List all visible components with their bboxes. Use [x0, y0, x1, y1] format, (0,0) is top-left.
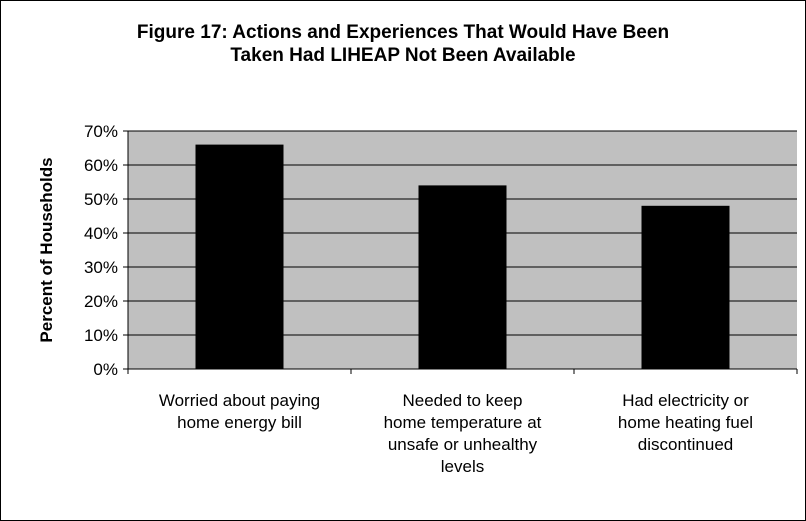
category-label: Had electricity or: [622, 391, 749, 410]
y-tick-label: 0%: [93, 360, 118, 379]
chart-title-line-1: Figure 17: Actions and Experiences That …: [136, 22, 670, 43]
category-label: levels: [441, 457, 484, 476]
category-label: home energy bill: [177, 413, 302, 432]
y-tick-label: 60%: [84, 156, 118, 175]
y-tick-label: 40%: [84, 224, 118, 243]
y-axis-label: Percent of Households: [37, 157, 56, 342]
chart-title: Figure 17: Actions and Experiences That …: [1, 21, 805, 67]
category-label: Needed to keep: [402, 391, 522, 410]
bar: [418, 185, 507, 369]
y-tick-label: 20%: [84, 292, 118, 311]
category-label: home heating fuel: [618, 413, 753, 432]
y-tick-label: 10%: [84, 326, 118, 345]
category-label: Worried about paying: [159, 391, 320, 410]
category-label: discontinued: [638, 435, 733, 454]
category-label: unsafe or unhealthy: [388, 435, 538, 454]
category-label: home temperature at: [384, 413, 542, 432]
chart-title-line-2: Taken Had LIHEAP Not Been Available: [230, 45, 576, 66]
y-tick-label: 50%: [84, 190, 118, 209]
y-tick-label: 30%: [84, 258, 118, 277]
y-tick-label: 70%: [84, 122, 118, 141]
bar: [195, 144, 284, 369]
bar: [641, 205, 730, 369]
